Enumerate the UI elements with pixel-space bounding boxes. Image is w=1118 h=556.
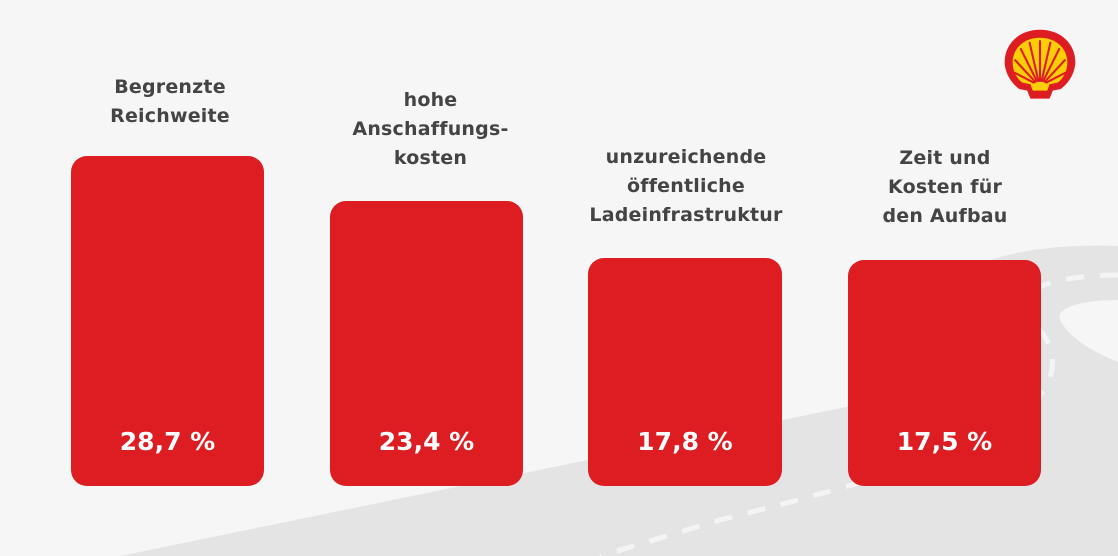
bar-value: 17,8 % [637, 427, 733, 456]
bar-value: 23,4 % [378, 427, 475, 456]
bar-label: unzureichende öffentliche Ladeinfrastruk… [589, 146, 783, 226]
bar-value: 28,7 % [119, 427, 216, 456]
bar: 23,4 % [330, 201, 523, 486]
bar-label: Begrenzte Reichweite [110, 76, 230, 127]
shell-logo-icon [1004, 29, 1076, 99]
bar-label: hohe Anschaffungs- kosten [352, 89, 509, 169]
bar-label: Zeit und Kosten für den Aufbau [882, 147, 1008, 227]
bar-value: 17,5 % [896, 427, 993, 456]
bar: 17,5 % [848, 260, 1041, 486]
bar: 28,7 % [71, 156, 264, 486]
bar: 17,8 % [588, 258, 782, 486]
